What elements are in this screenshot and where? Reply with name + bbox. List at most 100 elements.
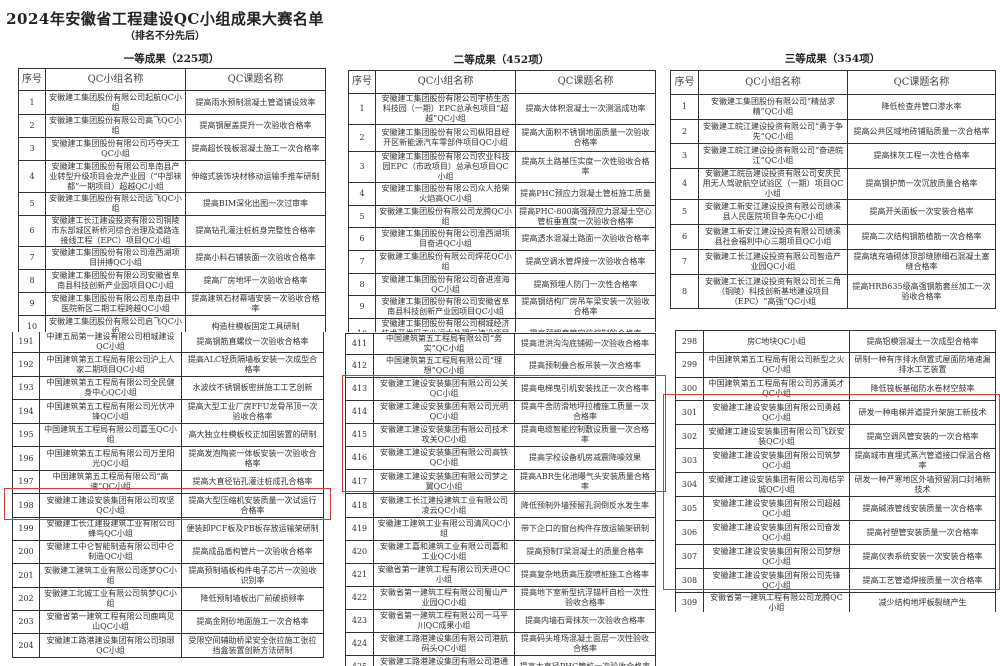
table-row: 201 安徽建工建筑工业有限公司逐梦QC小组 提高预制墙板构件电子芯片一次验收识别率 [12, 563, 324, 588]
first-prize-table-top-clip: 序号 QC小组名称 QC课题名称 1 安徽建工集团股份有限公司起航QC小组 提高雨水预制混… [18, 68, 328, 332]
qc-group-name: 安徽建工集团股份有限公司阜南县产业转型升级项目会龙产业园（“中部袜都”一期项目）… [45, 160, 186, 193]
table-row: 416 安徽建工建设安装集团有限公司高铁QC小组 提高学校设备机房减震降噪效果 [345, 446, 656, 470]
row-index: 302 [675, 424, 704, 449]
qc-group-name: 安徽建工建设安装集团有限公司光明QC小组 [373, 400, 515, 424]
qc-topic-name: 提高建筑石材幕墙安装一次验收合格率 [185, 292, 326, 316]
qc-group-name: 安徽建工建筑工业有限公司清风QC小组 [373, 517, 515, 541]
table-row: 200 安徽建工中仑智能制造有限公司中仑制造QC小组 提高成品盾构管片一次验收合格率 [12, 540, 324, 564]
qc-topic-name: 提高学校设备机房减震降噪效果 [514, 446, 656, 470]
qc-group-name: 安徽建工建设安装集团有限公司筑梦QC小组 [703, 448, 850, 473]
table-row: 191 中建五局第一建设有限公司相城建设QC小组 提高钢筋直螺纹一次验收合格率 [12, 332, 324, 353]
qc-group-name: 安徽建工建设安装集团有限公司高铁QC小组 [373, 446, 515, 470]
table-row: 7 安徽建工集团股份有限公司焊花QC小组 提高空调水管焊接一次验收合格率 [348, 250, 656, 274]
qc-topic-name: 提高电缆智能控制敷设质量一次合格率 [514, 423, 656, 447]
table-row: 304 安徽建工建设安装集团有限公司海桔学城QC小组 研发一种严寒地区外墙预留洞口封… [675, 472, 996, 497]
qc-topic-name: 提高碱液管线安装质量一次合格率 [849, 496, 996, 521]
qc-topic-name: 提高预埋套管定位控制的合格率 [515, 318, 656, 332]
row-index: 6 [18, 215, 46, 247]
row-index: 8 [670, 274, 699, 309]
qc-group-name: 中国建筑第五工程局有限公司苏潇英才QC小组 [703, 377, 850, 401]
table-row: 301 安徽建工建设安装集团有限公司勇越QC小组 研发一种电梯井道提升架施工新技术 [675, 400, 996, 425]
qc-group-name: 安徽建工集团股份有限公司远飞QC小组 [45, 192, 186, 216]
table-row: 2 安徽建工集团股份有限公司枞阳县经开区新能源汽车零部件项目QC小组 提高大面积不锈… [348, 124, 656, 152]
table-row: 422 安徽省第一建筑工程有限公司蜀山产业园QC小组 提高地下室新型抗浮锚杆自检一次… [345, 586, 656, 610]
row-index: 413 [345, 377, 374, 401]
table-header-row: 序号 QC小组名称 QC课题名称 [348, 70, 656, 94]
qc-topic-name: 提高PHC预应力混凝土管桩施工质量 [515, 182, 656, 206]
row-index: 298 [675, 330, 704, 353]
qc-group-name: 安徽建工建筑工业有限公司逐梦QC小组 [39, 563, 182, 588]
document-subtitle: （排名不分先后） [125, 31, 205, 42]
second-prize-heading: 二等成果（452项） [453, 54, 550, 66]
row-index: 202 [12, 587, 40, 611]
qc-topic-name: 研发一种电梯井道提升架施工新技术 [849, 400, 996, 425]
qc-topic-name: 提高大直径钻孔灌注桩成孔合格率 [181, 470, 324, 494]
qc-group-name: 安徽省第一建筑工程有限公司鹿鸣见山QC小组 [39, 610, 182, 634]
qc-group-name: 安徽省第一建筑工程有限公司天进QC小组 [373, 563, 515, 587]
qc-group-name: 中国建筑第五工程局有限公司万里阳光QC小组 [39, 446, 182, 471]
qc-group-name: 安徽建工长江建设投资有限公司铜陵市东部城区新桥河综合治理及道路连接线工程（EPC… [45, 215, 186, 247]
column-header-index: 序号 [18, 68, 46, 91]
row-index: 309 [675, 592, 704, 612]
table-row: 424 安徽建工路港建设集团有限公司港航码头QC小组 提高码头堆场混凝土面层一次性验… [345, 632, 656, 656]
qc-topic-name: 提高牛舍防滑地坪拉槽施工质量一次合格率 [514, 400, 656, 424]
qc-group-name: 安徽建工集团股份有限公司枞阳县经开区新能源汽车零部件项目QC小组 [375, 124, 516, 152]
table-row: 198 安徽建工建设安装集团有限公司攻坚QC小组 提高大型压缩机安装质量一次试运行合… [12, 493, 324, 518]
qc-group-name: 安徽建工建设安装集团有限公司公关QC小组 [373, 377, 515, 401]
second-prize-table-bottom: 411 中国建筑第五工程局有限公司“务实”QC小组 提高泄洪沟沟底铺砌一次验收合格率… [345, 333, 656, 666]
row-index: 196 [12, 446, 40, 471]
row-index: 204 [12, 633, 40, 658]
qc-group-name: 安徽建工建设安装集团有限公司超越QC小组 [703, 496, 850, 521]
qc-topic-name: 提高铝模混凝土一次成型合格率 [849, 330, 996, 353]
qc-group-name: 安徽建工建设安装集团有限公司梦想QC小组 [703, 544, 850, 569]
table-row: 9 安徽建工集团股份有限公司阜南县中医院新区二期工程跨越QC小组 提高建筑石材幕墙安… [18, 292, 326, 316]
table-row: 6 安徽建工长江建设投资有限公司铜陵市东部城区新桥河综合治理及道路连接线工程（EP… [18, 215, 326, 247]
table-row: 3 安徽建工集团股份有限公司农业科技园EPC（市政项目）总承包项目QC小组 提高灰土… [348, 151, 656, 183]
qc-group-name: 安徽建工集团股份有限公司巧夺天工QC小组 [45, 137, 186, 161]
qc-group-name: 中国建筑第五工程局有限公司沪上人家二期项目QC小组 [39, 352, 182, 377]
qc-topic-name: 研制一种有序排水倒置式屋面防堵速漏排水工艺装置 [849, 352, 996, 378]
column-header-topic-name: QC课题名称 [847, 70, 996, 95]
row-index: 9 [348, 295, 376, 319]
row-index: 9 [18, 292, 46, 316]
qc-group-name: 安徽建工集团股份有限公司阜南县中医院新区二期工程跨越QC小组 [45, 292, 186, 316]
table-row: 414 安徽建工建设安装集团有限公司光明QC小组 提高牛舍防滑地坪拉槽施工质量一次合… [345, 400, 656, 424]
qc-topic-name: 提高公共区域地砖铺贴质量一次合格率 [847, 119, 996, 144]
qc-topic-name: 提高城市直埋式蒸汽管道接口保温合格率 [849, 448, 996, 473]
qc-group-name: 中国建筑第五工程局有限公司“务实”QC小组 [373, 333, 515, 355]
qc-group-name: 安徽建工皖岳建设投资有限公司安庆民用无人驾驶航空试验区（一期）项目QC小组 [698, 168, 848, 200]
qc-group-name: 安徽建工建设安装集团有限公司先锋QC小组 [703, 568, 850, 593]
qc-topic-name: 提高雨水预制混凝土管道铺设效率 [185, 90, 326, 115]
qc-group-name: 安徽建工集团股份有限公司起航QC小组 [45, 90, 186, 115]
row-index: 306 [675, 520, 704, 545]
table-row: 192 中国建筑第五工程局有限公司沪上人家二期项目QC小组 提高ALC轻质隔墙板安装… [12, 352, 324, 377]
table-row: 5 安徽建工集团股份有限公司龙腾QC小组 提高PHC-800高强预应力混凝土空心管桩… [348, 205, 656, 228]
row-index: 307 [675, 544, 704, 569]
qc-group-name: 安徽建工长江建投建筑工业有限公司蜂鸟QC小组 [39, 517, 182, 541]
table-row: 195 中国建筑五工程局有限公司嘉玉QC小组 高大独立柱模板校正加固装置的研制 [12, 423, 324, 447]
second-prize-table-bottom-clip: 411 中国建筑第五工程局有限公司“务实”QC小组 提高泄洪沟沟底铺砌一次验收合格率… [345, 333, 657, 666]
row-index: 415 [345, 423, 374, 447]
row-index: 420 [345, 540, 374, 564]
qc-group-name: 安徽省第一建筑工程有限公司一马平川QC成果小组 [373, 609, 515, 633]
table-row: 7 安徽建工集团股份有限公司淮西湖项目拼搏QC小组 提高小料石铺装面一次验收合格率 [18, 246, 326, 270]
table-row: 303 安徽建工建设安装集团有限公司筑梦QC小组 提高城市直埋式蒸汽管道接口保温合格… [675, 448, 996, 473]
table-row: 418 安徽建工长江建投建筑工业有限公司凌云QC小组 降低预制外墙预留孔洞倒反水发生… [345, 493, 656, 518]
qc-topic-name: 提高仪表系统安装一次安装合格率 [849, 544, 996, 569]
row-index: 3 [348, 151, 376, 183]
table-header-row: 序号 QC小组名称 QC课题名称 [18, 68, 326, 91]
first-prize-table-top: 序号 QC小组名称 QC课题名称 1 安徽建工集团股份有限公司起航QC小组 提高雨水预制混… [18, 68, 326, 332]
row-index: 5 [348, 205, 376, 228]
table-row: 1 安徽建工集团股份有限公司“精益求精”QC小组 降低检查井管口渗水率 [670, 94, 996, 120]
table-row: 309 安徽省第一建筑工程有限公司龙腾QC小组 减少结构地坪板裂缝产生 [675, 592, 996, 612]
row-index: 417 [345, 469, 374, 494]
qc-topic-name: 提高开关面板一次安装合格率 [847, 199, 996, 225]
table-row: 204 安徽建工路港建设集团有限公司琅琊QC小组 受限空间辅助桥梁安全张拉施工张拉挡… [12, 633, 324, 658]
qc-topic-name: 提高钢结构厂房吊车梁安装一次验收合格率 [515, 295, 656, 319]
table-row: 5 安徽建工新安江建设投资有限公司绩溪县人民医院项目争先QC小组 提高开关面板一次安… [670, 199, 996, 225]
qc-topic-name: 提高地下室新型抗浮锚杆自检一次性验收合格率 [514, 586, 656, 610]
qc-group-name: 安徽建工建设安装集团有限公司攻坚QC小组 [39, 493, 182, 518]
qc-topic-name: 伸缩式装饰块材移动运输手推车研制 [185, 160, 326, 193]
column-header-group-name: QC小组名称 [698, 70, 848, 95]
row-index: 195 [12, 423, 40, 447]
